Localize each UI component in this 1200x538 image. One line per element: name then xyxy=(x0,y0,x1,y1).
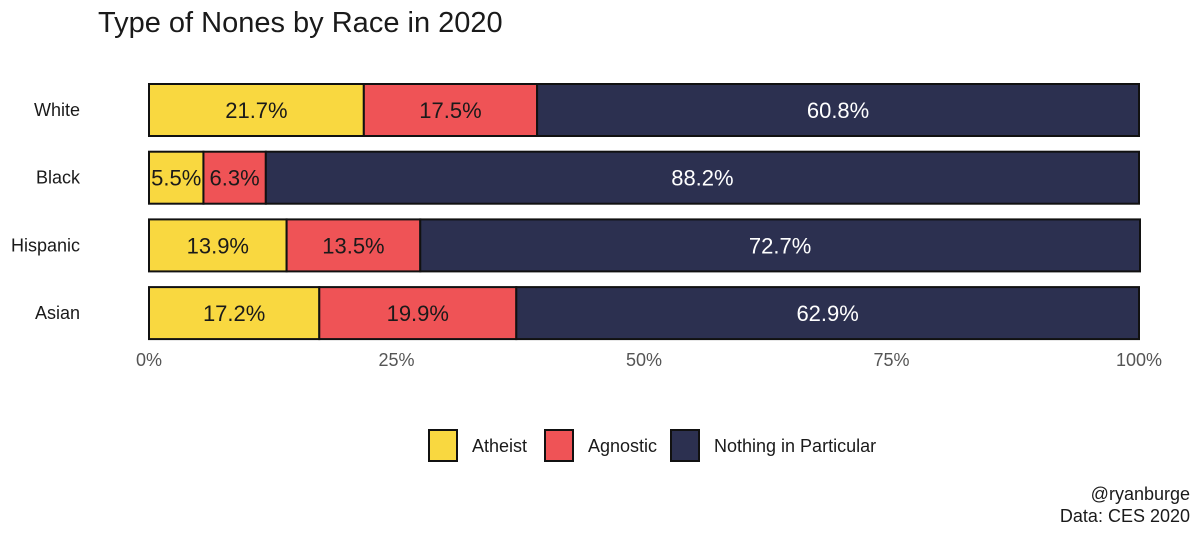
data-label-black-nothing-in-particular: 88.2% xyxy=(671,166,733,191)
legend-swatch-atheist xyxy=(428,429,458,462)
bars-layer: White 21.7% 17.5% 60.8% Black 5.5% 6.3% 88.2% Hi… xyxy=(11,83,1141,341)
x-tick-label-4: 100% xyxy=(1116,350,1162,370)
bar-white-atheist xyxy=(148,83,365,137)
data-label-asian-atheist: 17.2% xyxy=(203,301,265,326)
legend-label-agnostic: Agnostic xyxy=(588,436,657,456)
caption-source: Data: CES 2020 xyxy=(1060,506,1190,526)
category-label-hispanic: Hispanic xyxy=(11,235,80,255)
legend-label-nothing-in-particular: Nothing in Particular xyxy=(714,436,876,456)
legend-swatch-agnostic xyxy=(544,429,574,462)
category-label-white: White xyxy=(34,100,80,120)
legend-swatch-nothing-in-particular xyxy=(670,429,700,462)
caption-author: @ryanburge xyxy=(1091,484,1190,504)
chart-title: Type of Nones by Race in 2020 xyxy=(98,7,503,39)
bar-black-nothing-in-particular xyxy=(264,150,1140,205)
data-label-black-atheist: 5.5% xyxy=(151,166,201,191)
x-tick-label-2: 50% xyxy=(626,350,662,370)
data-label-white-nothing-in-particular: 60.8% xyxy=(807,98,869,123)
bar-black-agnostic xyxy=(202,150,267,205)
data-label-asian-agnostic: 19.9% xyxy=(387,301,449,326)
data-label-hispanic-nothing-in-particular: 72.7% xyxy=(749,233,811,258)
bar-hispanic-nothing-in-particular xyxy=(419,218,1141,273)
x-tick-label-0: 0% xyxy=(136,350,162,370)
data-label-white-atheist: 21.7% xyxy=(225,98,287,123)
category-label-black: Black xyxy=(36,168,81,188)
data-label-hispanic-agnostic: 13.5% xyxy=(322,233,384,258)
x-tick-label-3: 75% xyxy=(873,350,909,370)
data-label-asian-nothing-in-particular: 62.9% xyxy=(796,301,858,326)
bar-hispanic-agnostic xyxy=(285,218,422,273)
legend-label-atheist: Atheist xyxy=(472,436,527,456)
category-label-asian: Asian xyxy=(35,303,80,323)
legend: Atheist Agnostic Nothing in Particular xyxy=(428,429,876,462)
x-tick-label-1: 25% xyxy=(378,350,414,370)
data-label-white-agnostic: 17.5% xyxy=(419,98,481,123)
data-label-hispanic-atheist: 13.9% xyxy=(187,233,249,258)
bar-hispanic-atheist xyxy=(148,218,288,273)
x-axis: 0% 25% 50% 75% 100% xyxy=(136,350,1162,370)
bar-white-nothing-in-particular xyxy=(536,83,1140,137)
data-label-black-agnostic: 6.3% xyxy=(210,166,260,191)
bar-asian-atheist xyxy=(148,286,321,341)
bar-asian-nothing-in-particular xyxy=(515,286,1140,341)
bar-white-agnostic xyxy=(362,83,539,137)
